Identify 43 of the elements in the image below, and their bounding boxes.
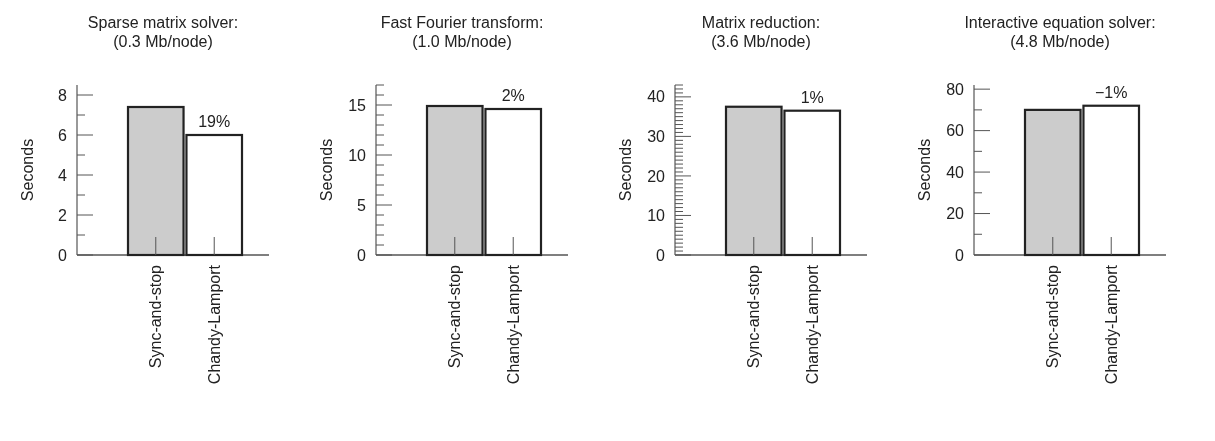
y-tick-label: 10 [348,146,367,164]
y-tick-label: 2 [58,206,68,224]
annotation: 19% [198,113,231,130]
y-tick-label: 40 [946,163,965,181]
y-tick-label: 0 [656,246,666,264]
x-tick-label: Sync-and-stop [1044,264,1062,369]
x-tick-label: Chandy-Lamport [504,264,522,385]
chart-title: Matrix reduction: [701,14,821,31]
y-tick-label: 4 [58,166,68,184]
annotation: 2% [501,87,525,104]
x-tick-label: Chandy-Lamport [1102,264,1120,385]
chart-subtitle: (1.0 Mb/node) [412,33,512,50]
y-tick-label: 10 [647,207,666,225]
y-axis-title: Seconds [318,138,335,202]
x-tick-label: Sync-and-stop [745,264,763,369]
x-tick-label: Sync-and-stop [446,264,464,369]
chart-subtitle: (0.3 Mb/node) [113,33,213,50]
y-tick-label: 0 [955,246,965,264]
y-tick-label: 30 [647,128,666,145]
y-tick-label: 0 [357,246,367,264]
chart-title: Fast Fourier transform: [380,14,544,31]
y-tick-label: 15 [348,96,367,114]
y-tick-label: 8 [58,86,68,104]
x-tick-label: Chandy-Lamport [803,264,821,385]
y-tick-label: 5 [357,196,367,214]
chart-title: Interactive equation solver: [964,14,1156,31]
y-tick-label: 20 [647,167,666,185]
chart-subtitle: (4.8 Mb/node) [1010,33,1110,50]
y-tick-label: 6 [58,126,68,144]
chart-title: Sparse matrix solver: [87,14,239,31]
chart-subtitle: (3.6 Mb/node) [711,33,811,50]
y-axis-title: Seconds [916,138,933,202]
y-tick-label: 80 [946,80,965,98]
y-tick-label: 20 [946,205,965,223]
y-tick-label: 60 [946,122,965,140]
annotation: 1% [800,88,824,106]
y-tick-label: 40 [647,88,666,106]
x-tick-label: Chandy-Lamport [205,264,223,385]
x-tick-label: Sync-and-stop [147,264,165,369]
y-axis-title: Seconds [617,138,634,202]
annotation: −1% [1095,83,1128,101]
y-tick-label: 0 [58,246,68,264]
y-axis-title: Seconds [19,138,36,202]
